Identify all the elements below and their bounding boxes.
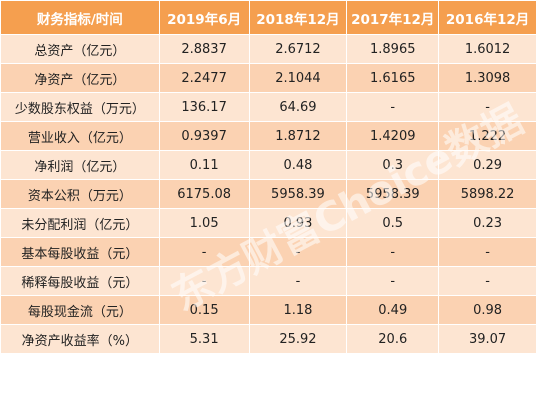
table-cell: 5958.39 (347, 180, 440, 209)
row-label: 未分配利润（亿元） (1, 209, 160, 238)
table-cell: 1.6165 (347, 64, 440, 93)
row-label: 资本公积（万元） (1, 180, 160, 209)
row-label: 营业收入（亿元） (1, 122, 160, 151)
table-cell: 0.98 (439, 296, 537, 325)
table-row: 净资产（亿元） 2.2477 2.1044 1.6165 1.3098 (1, 64, 537, 93)
table-cell: 39.07 (439, 325, 537, 354)
table-cell: 20.6 (347, 325, 440, 354)
table-cell: 0.29 (439, 151, 537, 180)
table-cell: 1.222 (439, 122, 537, 151)
row-label: 净资产收益率（%） (1, 325, 160, 354)
table-cell: 1.3098 (439, 64, 537, 93)
table-cell: 5898.22 (439, 180, 537, 209)
table-cell: 0.49 (347, 296, 440, 325)
header-cell-indicator: 财务指标/时间 (1, 1, 160, 35)
table-cell: 1.8965 (347, 35, 440, 64)
table-row: 未分配利润（亿元） 1.05 0.93 0.5 0.23 (1, 209, 537, 238)
table-cell: 0.11 (159, 151, 250, 180)
table-cell: - (347, 93, 440, 122)
table-row: 稀释每股收益（元） - - - - (1, 267, 537, 296)
table-row: 净利润（亿元） 0.11 0.48 0.3 0.29 (1, 151, 537, 180)
table-cell: - (249, 238, 348, 267)
header-cell-2017-12: 2017年12月 (347, 1, 440, 35)
table-cell: 0.23 (439, 209, 537, 238)
table-cell: - (347, 267, 440, 296)
table-cell: - (249, 267, 348, 296)
table-cell: 64.69 (249, 93, 348, 122)
table-cell: 0.9397 (159, 122, 250, 151)
row-label: 基本每股收益（元） (1, 238, 160, 267)
table-cell: - (159, 267, 250, 296)
table-cell: 0.93 (249, 209, 348, 238)
row-label: 稀释每股收益（元） (1, 267, 160, 296)
table-row: 资本公积（万元） 6175.08 5958.39 5958.39 5898.22 (1, 180, 537, 209)
row-label: 总资产（亿元） (1, 35, 160, 64)
table-cell: - (439, 267, 537, 296)
table-cell: 1.4209 (347, 122, 440, 151)
table-row: 营业收入（亿元） 0.9397 1.8712 1.4209 1.222 (1, 122, 537, 151)
table-cell: 2.8837 (159, 35, 250, 64)
table-header-row: 财务指标/时间 2019年6月 2018年12月 2017年12月 2016年1… (1, 1, 537, 35)
table-cell: 0.5 (347, 209, 440, 238)
table-cell: 25.92 (249, 325, 348, 354)
table-cell: 2.2477 (159, 64, 250, 93)
table-cell: 0.3 (347, 151, 440, 180)
table-cell: 0.48 (249, 151, 348, 180)
table-cell: 136.17 (159, 93, 250, 122)
table-row: 净资产收益率（%） 5.31 25.92 20.6 39.07 (1, 325, 537, 354)
table-cell: 1.18 (249, 296, 348, 325)
table-cell: 2.1044 (249, 64, 348, 93)
table-cell: 1.05 (159, 209, 250, 238)
table-row: 基本每股收益（元） - - - - (1, 238, 537, 267)
table-row: 每股现金流（元） 0.15 1.18 0.49 0.98 (1, 296, 537, 325)
row-label: 净资产（亿元） (1, 64, 160, 93)
table-row: 少数股东权益（万元） 136.17 64.69 - - (1, 93, 537, 122)
row-label: 净利润（亿元） (1, 151, 160, 180)
header-cell-2016-12: 2016年12月 (439, 1, 537, 35)
row-label: 少数股东权益（万元） (1, 93, 160, 122)
table-cell: - (439, 93, 537, 122)
table-cell: - (347, 238, 440, 267)
table-cell: 1.8712 (249, 122, 348, 151)
table-cell: 6175.08 (159, 180, 250, 209)
table-cell: - (159, 238, 250, 267)
header-cell-2018-12: 2018年12月 (249, 1, 348, 35)
table-cell: 1.6012 (439, 35, 537, 64)
table-cell: 5.31 (159, 325, 250, 354)
table-cell: 5958.39 (249, 180, 348, 209)
table-cell: 2.6712 (249, 35, 348, 64)
table-cell: - (439, 238, 537, 267)
header-cell-2019-06: 2019年6月 (159, 1, 250, 35)
row-label: 每股现金流（元） (1, 296, 160, 325)
table-cell: 0.15 (159, 296, 250, 325)
table-row: 总资产（亿元） 2.8837 2.6712 1.8965 1.6012 (1, 35, 537, 64)
